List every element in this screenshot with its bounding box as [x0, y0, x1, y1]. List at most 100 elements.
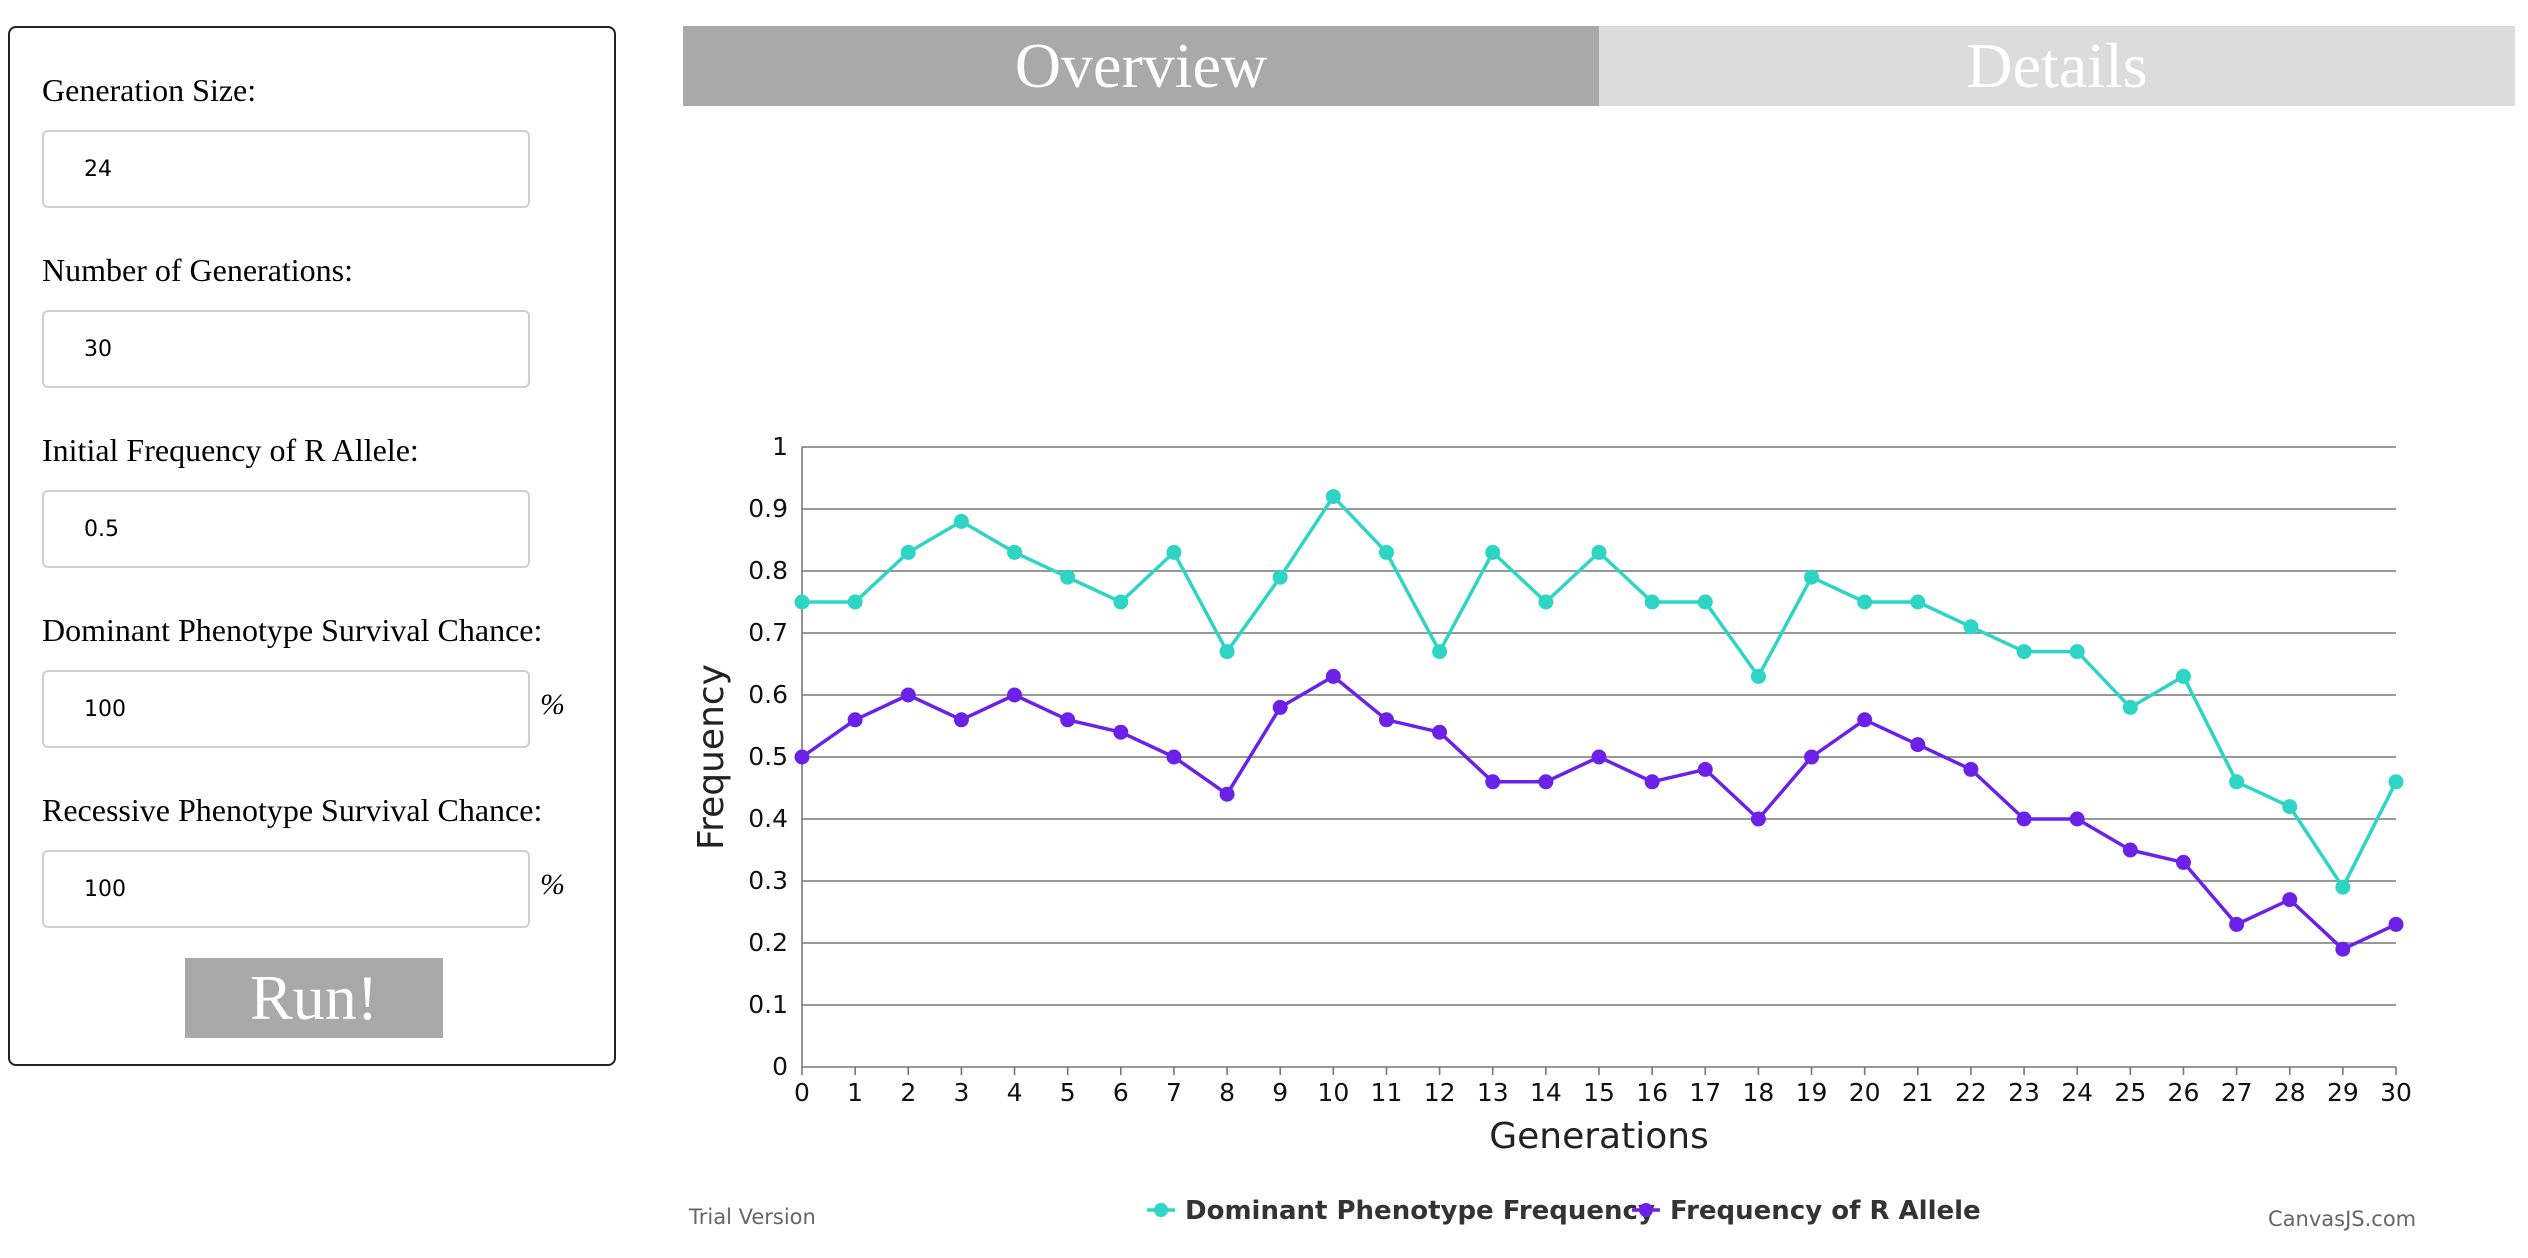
- data-point: [2388, 916, 2404, 932]
- data-point: [1538, 594, 1554, 610]
- data-point: [794, 749, 810, 765]
- data-point: [2282, 892, 2298, 908]
- data-point: [1166, 544, 1182, 560]
- data-point: [1113, 724, 1129, 740]
- initial-frequency-input[interactable]: [42, 490, 530, 568]
- y-tick-label: 0: [772, 1052, 788, 1081]
- x-tick-label: 10: [1317, 1078, 1349, 1107]
- canvasjs-credit-link[interactable]: CanvasJS.com: [2268, 1207, 2417, 1231]
- y-tick-label: 1: [772, 432, 788, 461]
- data-point: [1750, 668, 1766, 684]
- data-point: [2016, 811, 2032, 827]
- y-tick-label: 0.1: [748, 990, 788, 1019]
- data-point: [1804, 749, 1820, 765]
- x-axis-title: Generations: [1489, 1116, 1709, 1157]
- x-tick-label: 1: [847, 1078, 863, 1107]
- tab-overview[interactable]: Overview: [683, 26, 1599, 106]
- y-tick-label: 0.6: [748, 680, 788, 709]
- data-point: [1219, 644, 1235, 660]
- y-tick-label: 0.3: [748, 866, 788, 895]
- y-tick-label: 0.2: [748, 928, 788, 957]
- x-tick-label: 2: [900, 1078, 916, 1107]
- dominant-survival-input[interactable]: [42, 670, 530, 748]
- data-point: [1963, 619, 1979, 635]
- data-point: [2229, 774, 2245, 790]
- x-tick-label: 8: [1219, 1078, 1235, 1107]
- data-point: [953, 712, 969, 728]
- data-point: [1538, 774, 1554, 790]
- data-point: [953, 513, 969, 529]
- data-point: [1644, 774, 1660, 790]
- x-tick-label: 21: [1902, 1078, 1934, 1107]
- run-button[interactable]: Run!: [185, 958, 443, 1038]
- data-point: [2282, 799, 2298, 815]
- x-tick-label: 7: [1166, 1078, 1182, 1107]
- x-tick-label: 30: [2380, 1078, 2412, 1107]
- initial-frequency-label: Initial Frequency of R Allele:: [42, 432, 419, 468]
- data-point: [2122, 699, 2138, 715]
- data-point: [1910, 737, 1926, 753]
- x-tick-label: 0: [794, 1078, 810, 1107]
- legend-marker: [1639, 1203, 1653, 1217]
- x-tick-label: 5: [1060, 1078, 1076, 1107]
- data-point: [2069, 811, 2085, 827]
- data-point: [1378, 712, 1394, 728]
- x-tick-label: 19: [1796, 1078, 1828, 1107]
- data-point: [1963, 761, 1979, 777]
- data-point: [1325, 489, 1341, 505]
- y-axis-title: Frequency: [691, 664, 732, 850]
- series-line-2: [800, 674, 2397, 951]
- x-tick-label: 12: [1424, 1078, 1456, 1107]
- data-point: [1857, 712, 1873, 728]
- x-tick-label: 27: [2221, 1078, 2253, 1107]
- number-of-generations-label: Number of Generations:: [42, 252, 354, 288]
- data-point: [1750, 811, 1766, 827]
- data-point: [1857, 594, 1873, 610]
- recessive-survival-unit: %: [540, 868, 565, 901]
- legend-marker: [1154, 1203, 1168, 1217]
- data-point: [1325, 668, 1341, 684]
- x-tick-label: 20: [1849, 1078, 1881, 1107]
- x-tick-label: 17: [1689, 1078, 1721, 1107]
- data-point: [1432, 724, 1448, 740]
- data-point: [1060, 712, 1076, 728]
- data-point: [1697, 594, 1713, 610]
- legend-label: Frequency of R Allele: [1670, 1196, 1981, 1226]
- data-point: [2122, 842, 2138, 858]
- x-tick-label: 28: [2274, 1078, 2306, 1107]
- data-point: [1272, 569, 1288, 585]
- settings-panel: Generation Size: Number of Generations: …: [8, 26, 616, 1066]
- x-tick-label: 4: [1007, 1078, 1023, 1107]
- x-tick-label: 29: [2327, 1078, 2359, 1107]
- x-tick-label: 14: [1530, 1078, 1562, 1107]
- data-point: [2016, 644, 2032, 660]
- legend-label: Dominant Phenotype Frequency: [1185, 1196, 1655, 1226]
- x-tick-label: 13: [1477, 1078, 1509, 1107]
- data-point: [1591, 749, 1607, 765]
- tab-details[interactable]: Details: [1599, 26, 2515, 106]
- data-point: [1485, 774, 1501, 790]
- data-point: [1432, 644, 1448, 660]
- x-tick-label: 15: [1583, 1078, 1615, 1107]
- y-tick-label: 0.5: [748, 742, 788, 771]
- x-tick-label: 24: [2061, 1078, 2093, 1107]
- recessive-survival-input[interactable]: [42, 850, 530, 928]
- data-point: [1378, 544, 1394, 560]
- data-point: [794, 594, 810, 610]
- data-point: [900, 544, 916, 560]
- x-tick-label: 3: [953, 1078, 969, 1107]
- y-tick-label: 0.7: [748, 618, 788, 647]
- number-of-generations-input[interactable]: [42, 310, 530, 388]
- dominant-survival-label: Dominant Phenotype Survival Chance:: [42, 612, 543, 648]
- data-point: [1007, 687, 1023, 703]
- x-tick-label: 18: [1742, 1078, 1774, 1107]
- data-point: [1219, 786, 1235, 802]
- data-point: [1060, 569, 1076, 585]
- data-point: [2335, 879, 2351, 895]
- x-tick-label: 23: [2008, 1078, 2040, 1107]
- generation-size-input[interactable]: [42, 130, 530, 208]
- data-point: [1485, 544, 1501, 560]
- data-point: [1910, 594, 1926, 610]
- data-point: [1804, 569, 1820, 585]
